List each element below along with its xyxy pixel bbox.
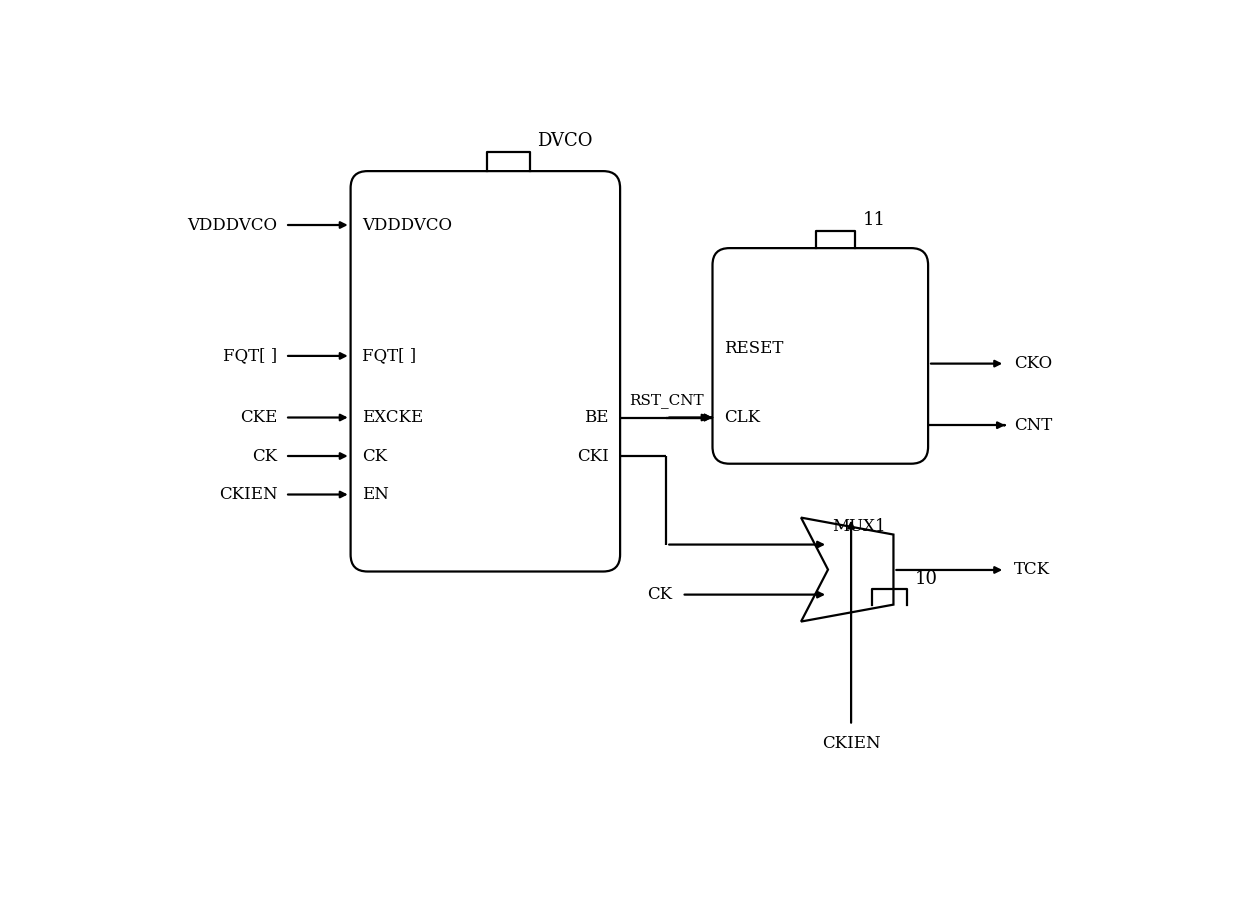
Text: CK: CK — [647, 586, 672, 603]
Text: CKI: CKI — [577, 448, 609, 464]
Text: RST_CNT: RST_CNT — [629, 393, 703, 408]
FancyBboxPatch shape — [351, 171, 620, 572]
Text: FQT[ ]: FQT[ ] — [362, 347, 417, 365]
Polygon shape — [801, 517, 894, 621]
Text: MUX1: MUX1 — [832, 517, 885, 535]
Text: CKIEN: CKIEN — [218, 486, 278, 503]
FancyBboxPatch shape — [713, 248, 928, 464]
Text: TCK: TCK — [1014, 562, 1050, 578]
Text: CKE: CKE — [241, 409, 278, 426]
Text: CLK: CLK — [724, 409, 760, 426]
Text: EN: EN — [362, 486, 389, 503]
Text: CKO: CKO — [1014, 355, 1053, 372]
Text: VDDDVCO: VDDDVCO — [187, 217, 278, 233]
Text: CK: CK — [252, 448, 278, 464]
Text: FQT[ ]: FQT[ ] — [223, 347, 278, 365]
Text: CKIEN: CKIEN — [822, 735, 880, 752]
Text: 10: 10 — [915, 570, 937, 587]
Text: EXCKE: EXCKE — [362, 409, 423, 426]
Text: CNT: CNT — [1014, 416, 1053, 434]
Text: VDDDVCO: VDDDVCO — [362, 217, 453, 233]
Text: BE: BE — [584, 409, 609, 426]
Text: 11: 11 — [863, 210, 885, 229]
Text: DVCO: DVCO — [537, 131, 593, 150]
Text: CK: CK — [362, 448, 387, 464]
Text: RESET: RESET — [724, 340, 784, 357]
